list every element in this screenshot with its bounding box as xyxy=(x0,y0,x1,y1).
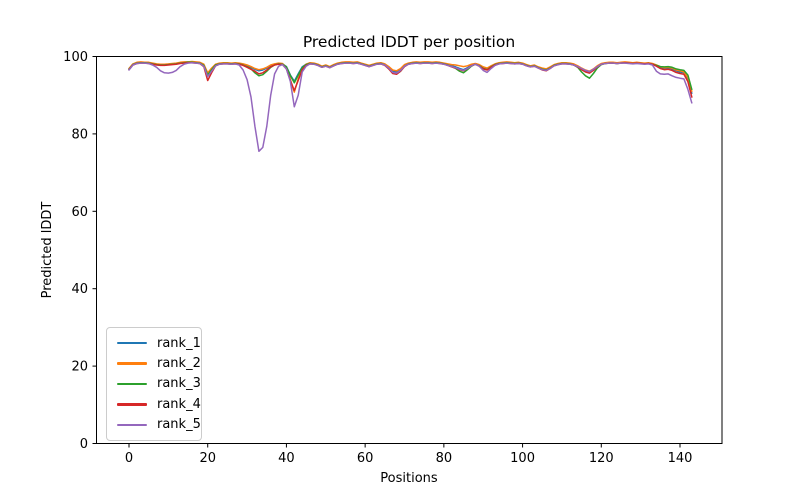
legend-item-rank_4: rank_4 xyxy=(117,394,201,414)
y-tick-label: 40 xyxy=(71,282,88,297)
x-tick-label: 140 xyxy=(668,451,693,466)
y-axis-label: Predicted lDDT xyxy=(40,202,55,299)
y-tick-label: 100 xyxy=(63,50,88,65)
axes-box xyxy=(96,56,723,444)
legend-line-swatch xyxy=(117,362,147,365)
chart-title: Predicted lDDT per position xyxy=(303,33,515,51)
x-tick-label: 20 xyxy=(199,451,216,466)
y-tick-label: 60 xyxy=(71,205,88,220)
legend: rank_1 rank_2 rank_3 rank_4 rank_5 xyxy=(106,327,202,441)
series-line-rank_2 xyxy=(128,60,693,93)
legend-label: rank_5 xyxy=(157,417,201,433)
legend-item-rank_2: rank_2 xyxy=(117,353,201,373)
x-tick-label: 100 xyxy=(510,451,535,466)
legend-label: rank_3 xyxy=(157,376,201,392)
legend-label: rank_4 xyxy=(157,396,201,412)
x-tick-label: 120 xyxy=(589,451,614,466)
axis-ticks: 0 20 40 60 80 100 120 140 0 20 40 60 80 100 xyxy=(63,50,692,466)
y-tick-label: 20 xyxy=(71,360,88,375)
x-tick-label: 40 xyxy=(278,451,295,466)
legend-line-swatch xyxy=(117,403,147,406)
x-axis-label: Positions xyxy=(380,471,438,486)
legend-label: rank_1 xyxy=(157,335,201,351)
legend-item-rank_1: rank_1 xyxy=(117,333,201,353)
legend-item-rank_3: rank_3 xyxy=(117,374,201,394)
legend-item-rank_5: rank_5 xyxy=(117,415,201,435)
x-tick-label: 60 xyxy=(357,451,374,466)
x-tick-label: 0 xyxy=(125,451,133,466)
series-lines xyxy=(128,60,693,153)
legend-line-swatch xyxy=(117,423,147,426)
y-tick-label: 80 xyxy=(71,127,88,142)
series-line-rank_5 xyxy=(128,61,693,153)
legend-label: rank_2 xyxy=(157,356,201,372)
x-tick-label: 80 xyxy=(436,451,453,466)
y-tick-label: 0 xyxy=(80,437,88,452)
legend-line-swatch xyxy=(117,382,147,386)
legend-line-swatch xyxy=(117,341,147,345)
